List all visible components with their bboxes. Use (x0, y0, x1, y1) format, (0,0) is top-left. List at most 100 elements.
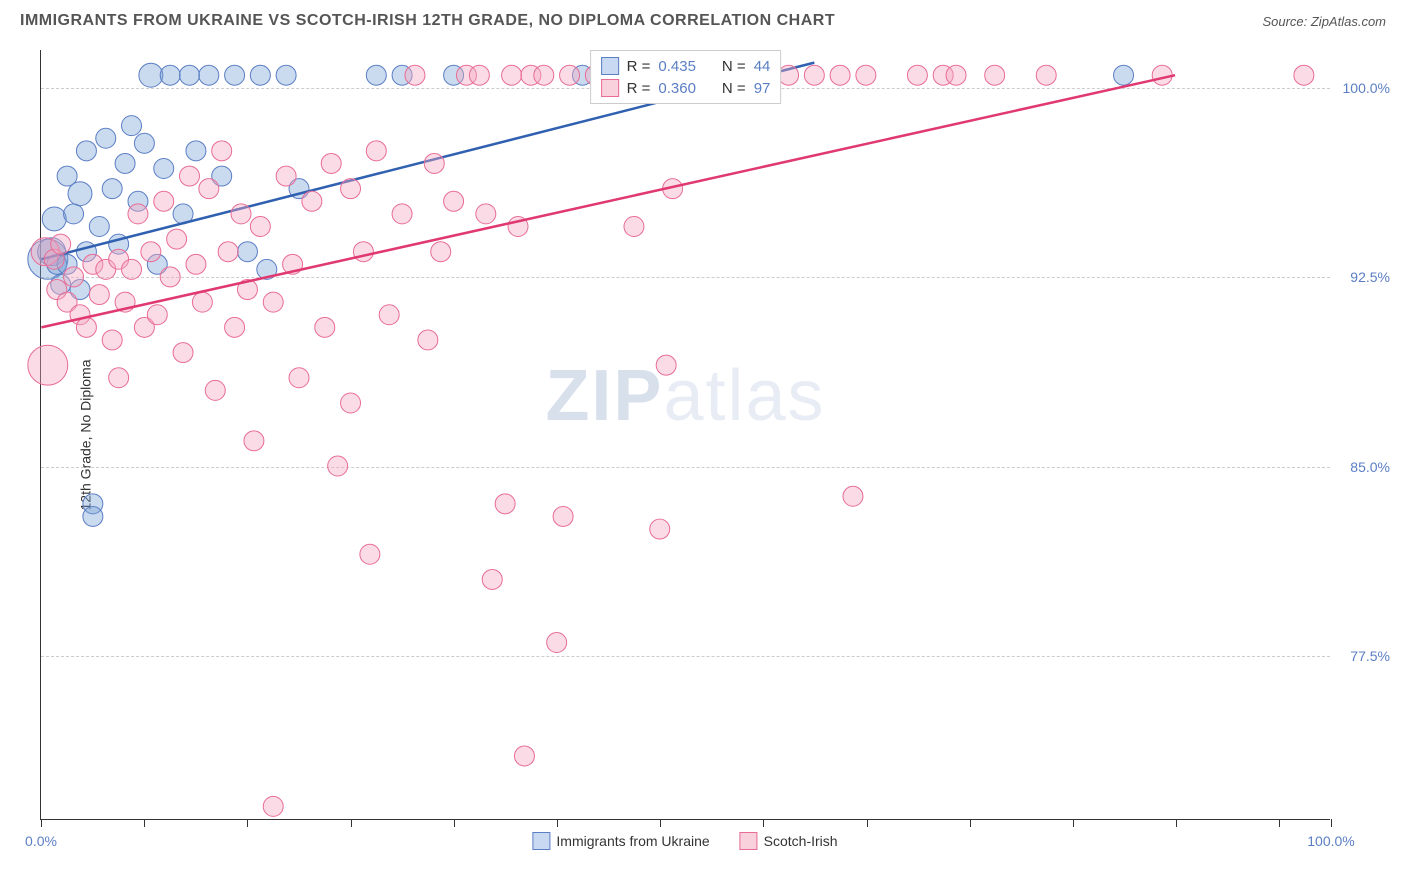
data-point (68, 182, 92, 206)
data-point (139, 63, 163, 87)
xtick (144, 819, 145, 827)
data-point (534, 65, 554, 85)
data-point (173, 343, 193, 363)
data-point (424, 153, 444, 173)
data-point (154, 191, 174, 211)
legend-item-scotch-irish: Scotch-Irish (740, 832, 838, 850)
data-point (418, 330, 438, 350)
legend-item-ukraine: Immigrants from Ukraine (532, 832, 709, 850)
xtick (247, 819, 248, 827)
data-point (244, 431, 264, 451)
xtick (867, 819, 868, 827)
legend-swatch-pink-icon (740, 832, 758, 850)
data-point (199, 179, 219, 199)
xtick (1176, 819, 1177, 827)
stats-row-blue: R = 0.435 N = 44 (601, 55, 771, 77)
data-point (64, 267, 84, 287)
ytick-label: 77.5% (1350, 648, 1390, 664)
data-point (102, 179, 122, 199)
data-point (147, 305, 167, 325)
data-point (830, 65, 850, 85)
xtick (1073, 819, 1074, 827)
data-point (1114, 65, 1134, 85)
xtick (970, 819, 971, 827)
data-point (180, 65, 200, 85)
data-point (1294, 65, 1314, 85)
data-point (366, 65, 386, 85)
xtick (41, 819, 42, 827)
data-point (89, 217, 109, 237)
swatch-pink-icon (601, 79, 619, 97)
xtick (454, 819, 455, 827)
plot: ZIPatlas R = 0.435 N = 44 R = 0.360 N = … (40, 50, 1330, 820)
data-point (186, 141, 206, 161)
data-point (476, 204, 496, 224)
ytick-label: 85.0% (1350, 459, 1390, 475)
scatter-svg (41, 50, 1330, 819)
data-point (405, 65, 425, 85)
data-point (502, 65, 522, 85)
data-point (315, 317, 335, 337)
data-point (985, 65, 1005, 85)
data-point (353, 242, 373, 262)
xtick (351, 819, 352, 827)
data-point (109, 368, 129, 388)
data-point (341, 393, 361, 413)
data-point (804, 65, 824, 85)
data-point (250, 65, 270, 85)
data-point (122, 259, 142, 279)
data-point (160, 267, 180, 287)
data-point (656, 355, 676, 375)
chart-title: IMMIGRANTS FROM UKRAINE VS SCOTCH-IRISH … (20, 12, 835, 30)
data-point (263, 796, 283, 816)
swatch-blue-icon (601, 57, 619, 75)
data-point (218, 242, 238, 262)
data-point (102, 330, 122, 350)
data-point (560, 65, 580, 85)
data-point (64, 204, 84, 224)
xtick (1279, 819, 1280, 827)
data-point (115, 153, 135, 173)
data-point (212, 141, 232, 161)
data-point (89, 285, 109, 305)
data-point (76, 141, 96, 161)
data-point (154, 159, 174, 179)
data-point (650, 519, 670, 539)
data-point (199, 65, 219, 85)
data-point (51, 234, 71, 254)
data-point (186, 254, 206, 274)
data-point (42, 207, 66, 231)
regression-line (41, 75, 1175, 327)
data-point (341, 179, 361, 199)
data-point (225, 65, 245, 85)
data-point (392, 204, 412, 224)
data-point (225, 317, 245, 337)
data-point (907, 65, 927, 85)
legend-label: Immigrants from Ukraine (556, 833, 709, 849)
xtick-label: 100.0% (1307, 833, 1354, 849)
xtick (1331, 819, 1332, 827)
data-point (192, 292, 212, 312)
data-point (779, 65, 799, 85)
xtick-label: 0.0% (25, 833, 57, 849)
data-point (237, 242, 257, 262)
bottom-legend: Immigrants from Ukraine Scotch-Irish (532, 832, 837, 850)
data-point (366, 141, 386, 161)
stats-row-pink: R = 0.360 N = 97 (601, 77, 771, 99)
source-label: Source: ZipAtlas.com (1262, 14, 1386, 29)
xtick (557, 819, 558, 827)
data-point (431, 242, 451, 262)
data-point (553, 506, 573, 526)
data-point (1036, 65, 1056, 85)
data-point (302, 191, 322, 211)
data-point (205, 380, 225, 400)
data-point (482, 569, 502, 589)
header: IMMIGRANTS FROM UKRAINE VS SCOTCH-IRISH … (0, 0, 1406, 38)
stats-box: R = 0.435 N = 44 R = 0.360 N = 97 (590, 50, 782, 104)
data-point (514, 746, 534, 766)
data-point (495, 494, 515, 514)
chart-area: 12th Grade, No Diploma ZIPatlas R = 0.43… (40, 50, 1330, 820)
data-point (250, 217, 270, 237)
data-point (444, 191, 464, 211)
data-point (160, 65, 180, 85)
